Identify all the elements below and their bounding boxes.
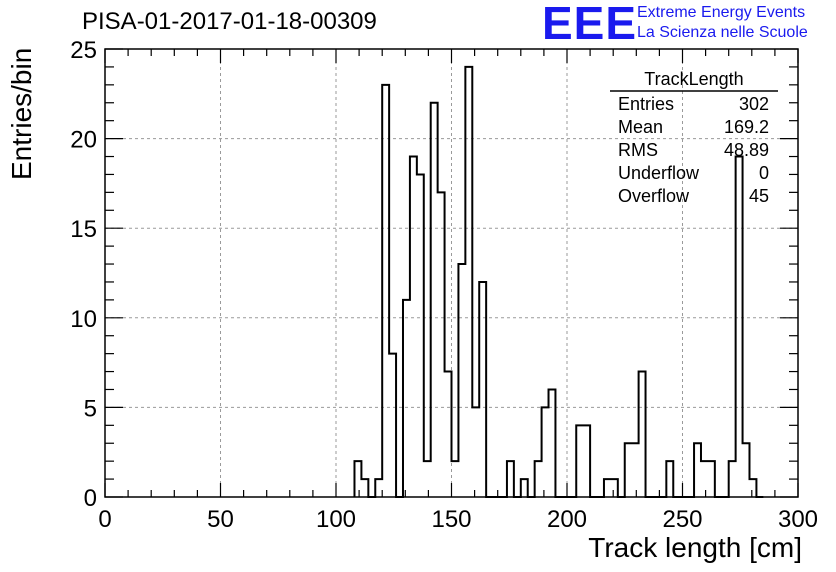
stats-row-value: 302 [739, 94, 769, 114]
logo-subtitle-line2: La Scienza nelle Scuole [637, 24, 808, 41]
x-tick-label: 200 [547, 506, 587, 533]
histogram-line [353, 65, 764, 498]
x-tick-label: 250 [662, 506, 702, 533]
logo-subtitle-line1: Extreme Energy Events [637, 4, 806, 21]
stats-row-label: Underflow [618, 163, 700, 183]
x-tick-label: 50 [207, 506, 234, 533]
x-axis-label: Track length [cm] [588, 532, 802, 563]
y-axis-label: Entries/bin [6, 47, 37, 180]
grid [105, 49, 798, 497]
x-tick-label: 100 [316, 506, 356, 533]
tick-labels: 0 50 100 150 200 250 300 0 5 10 15 20 25 [70, 37, 818, 533]
plot-frame [104, 48, 799, 498]
stats-title: TrackLength [644, 69, 743, 89]
y-tick-label: 0 [84, 485, 97, 512]
stats-row-label: Mean [618, 117, 663, 137]
stats-row-label: RMS [618, 140, 658, 160]
axis-ticks [104, 48, 799, 498]
y-tick-label: 15 [70, 216, 97, 243]
eee-logo: EEE [542, 0, 638, 49]
y-tick-label: 25 [70, 37, 97, 64]
x-tick-label: 300 [778, 506, 818, 533]
stats-row-label: Entries [618, 94, 674, 114]
y-tick-label: 10 [70, 306, 97, 333]
stats-row-value: 169.2 [724, 117, 769, 137]
stats-row-value: 45 [749, 186, 769, 206]
y-tick-label: 20 [70, 127, 97, 154]
x-tick-label: 150 [431, 506, 471, 533]
x-tick-label: 0 [98, 506, 111, 533]
stats-row-value: 0 [759, 163, 769, 183]
y-tick-label: 5 [84, 395, 97, 422]
stats-row-label: Overflow [618, 186, 690, 206]
stats-box: TrackLength Entries 302 Mean 169.2 RMS 48.89 Un… [610, 69, 778, 206]
histogram-title: PISA-01-2017-01-18-00309 [82, 8, 377, 35]
stats-row-value: 48.89 [724, 140, 769, 160]
